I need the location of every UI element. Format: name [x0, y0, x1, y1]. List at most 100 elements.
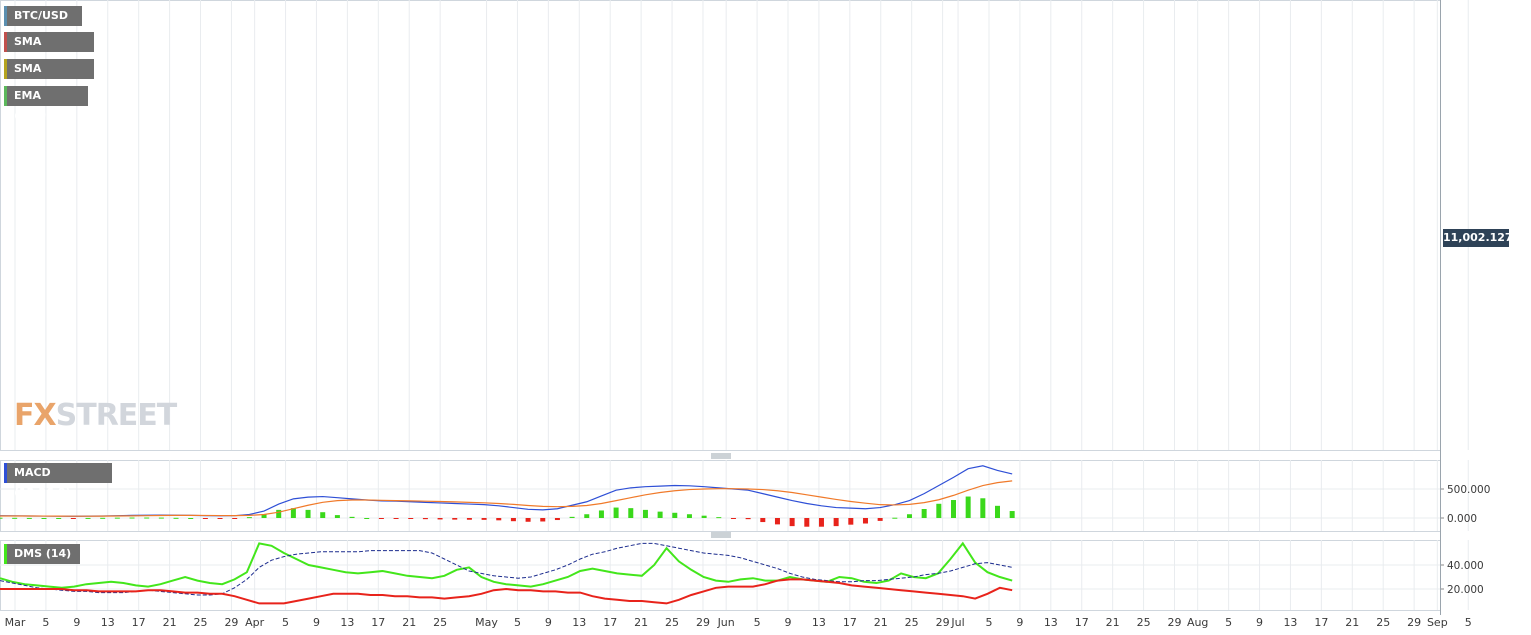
legend-ema-50[interactable]: EMA (50,0) [4, 86, 88, 122]
x-tick-label: 5 [1465, 616, 1472, 629]
macd-histogram-bar [701, 515, 707, 518]
x-tick-label: 9 [785, 616, 792, 629]
dms-di_minus-line [0, 578, 1013, 605]
macd-histogram-bar [892, 517, 898, 519]
x-tick-label: 25 [1376, 616, 1390, 629]
macd-histogram-bar [41, 518, 47, 519]
macd-histogram-bar [202, 518, 208, 519]
macd-histogram-bar [628, 508, 634, 518]
x-tick-label: 29 [224, 616, 238, 629]
legend-dms[interactable]: DMS (14) [4, 544, 80, 564]
x-tick-label: 25 [1137, 616, 1151, 629]
x-tick-label: 21 [1106, 616, 1120, 629]
macd-y-tick-label: 0.000 [1447, 513, 1477, 525]
macd-histogram-bar [760, 518, 766, 523]
macd-histogram-bar [642, 509, 648, 518]
x-tick-label: Apr [245, 616, 265, 629]
legend-instrument-label: BTC/USD [14, 9, 68, 22]
dms-y-tick-label: 20.000 [1447, 584, 1484, 596]
legend-dms-label: DMS (14) [14, 547, 72, 560]
macd-histogram-bar [906, 514, 912, 518]
legend-instrument[interactable]: BTC/USD [4, 6, 82, 26]
macd-histogram-bar [217, 518, 223, 519]
x-tick-label: 17 [371, 616, 385, 629]
macd-histogram-bar [730, 518, 736, 519]
macd-histogram-bar [818, 518, 824, 527]
macd-histogram-bar [408, 518, 414, 519]
fxstreet-watermark: FXSTREET [14, 398, 177, 433]
macd-histogram-bar [70, 518, 76, 519]
x-tick-label: Sep [1427, 616, 1448, 629]
x-tick-label: 5 [754, 616, 761, 629]
x-tick-label: 13 [812, 616, 826, 629]
macd-histogram-bar [540, 518, 546, 522]
macd-histogram-bar [173, 517, 179, 519]
macd-histogram-bar [100, 517, 106, 519]
dms-y-tick-label: 40.000 [1447, 560, 1484, 572]
x-tick-label: 21 [634, 616, 648, 629]
x-tick-label: Mar [5, 616, 26, 629]
macd-histogram-bar [672, 512, 678, 518]
macd-histogram-bar [584, 514, 590, 518]
macd-histogram-bar [1009, 511, 1015, 518]
x-tick-label: Jun [717, 616, 735, 629]
macd-histogram-bar [349, 516, 355, 518]
macd-histogram-bar [466, 518, 472, 520]
macd-histogram-bar [12, 517, 18, 519]
legend-macd[interactable]: MACD (12,26,9) [4, 463, 112, 499]
dms-color-swatch [4, 544, 7, 564]
x-tick-label: 21 [874, 616, 888, 629]
macd-histogram-bar [290, 508, 296, 518]
macd-histogram-bar [686, 514, 692, 518]
dms-di_plus-line [0, 541, 1013, 589]
macd-histogram-bar [525, 518, 531, 522]
macd-histogram-bar [774, 518, 780, 525]
x-tick-label: 21 [1345, 616, 1359, 629]
macd-histogram-bar [554, 518, 560, 521]
ema-50-color-swatch [4, 86, 7, 106]
macd-histogram-bar [261, 514, 267, 518]
macd-histogram-bar [496, 518, 502, 521]
macd-histogram-bar [804, 518, 810, 527]
x-tick-label: 17 [132, 616, 146, 629]
macd-histogram-bar [995, 505, 1001, 518]
macd-histogram-bar [437, 518, 443, 520]
macd-histogram-bar [422, 518, 428, 520]
x-tick-label: 25 [433, 616, 447, 629]
x-tick-label: May [475, 616, 498, 629]
x-tick-label: 5 [1225, 616, 1232, 629]
x-tick-label: Aug [1187, 616, 1208, 629]
macd-histogram-bar [393, 518, 399, 519]
macd-histogram-bar [510, 518, 516, 522]
x-tick-label: 13 [572, 616, 586, 629]
x-tick-label: 9 [73, 616, 80, 629]
macd-histogram-bar [320, 512, 326, 518]
last-price-tag: 11,002.127 [1443, 229, 1513, 247]
macd-histogram-bar [334, 515, 340, 518]
macd-histogram-bar [129, 517, 135, 519]
macd-histogram-bar [833, 518, 839, 527]
x-tick-label: 13 [101, 616, 115, 629]
macd-histogram-bar [789, 518, 795, 527]
macd-histogram-bar [657, 511, 663, 518]
x-tick-label: 17 [1314, 616, 1328, 629]
macd-color-swatch [4, 463, 7, 483]
legend-sma-200[interactable]: SMA (200,0) [4, 32, 94, 68]
x-tick-label: 29 [936, 616, 950, 629]
macd-histogram-bar [848, 518, 854, 525]
x-tick-label: 25 [194, 616, 208, 629]
legend-ema-50-label: EMA (50,0) [14, 89, 52, 122]
macd-histogram-bar [114, 517, 120, 519]
x-tick-label: 29 [1407, 616, 1421, 629]
macd-y-tick-label: 500.000 [1447, 484, 1490, 496]
macd-histogram-bar [26, 517, 32, 519]
legend-sma-100[interactable]: SMA (100,0) [4, 59, 94, 95]
macd-histogram-bar [980, 498, 986, 518]
macd-histogram-bar [481, 518, 487, 520]
x-tick-label: 21 [163, 616, 177, 629]
macd-histogram-bar [613, 507, 619, 518]
dms-adx-line [0, 542, 1013, 596]
macd-histogram-bar [158, 517, 164, 519]
